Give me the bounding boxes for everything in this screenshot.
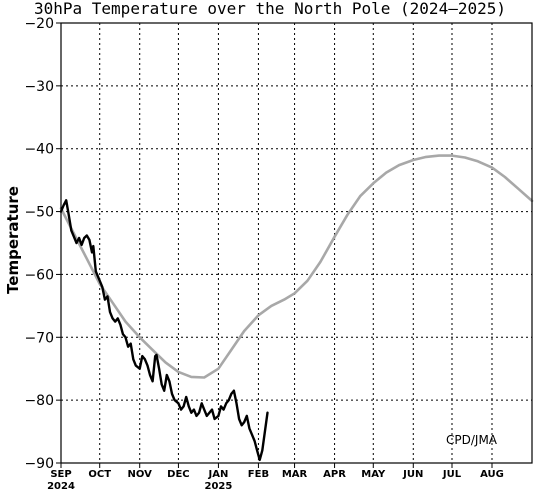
y-tick-label: −30 xyxy=(24,79,54,95)
x-year-label: 2025 xyxy=(205,481,233,492)
x-tick-label: APR xyxy=(323,469,346,480)
x-tick-label: AUG xyxy=(480,469,504,480)
x-tick-label: JUL xyxy=(442,469,462,480)
grid-lines xyxy=(61,23,532,463)
x-tick-label: MAY xyxy=(361,469,386,480)
y-tick-label: −40 xyxy=(24,142,54,158)
y-tick-label: −20 xyxy=(24,16,54,32)
x-year-label: 2024 xyxy=(47,481,75,492)
y-axis-label: Temperature xyxy=(4,186,22,294)
x-tick-label: DEC xyxy=(167,469,189,480)
x-tick-label: JUN xyxy=(402,469,423,480)
x-tick-label: FEB xyxy=(248,469,269,480)
observed-series-line xyxy=(59,199,269,462)
x-tick-label: NOV xyxy=(128,469,153,480)
plot-frame xyxy=(60,22,533,464)
credit-annotation: CPD/JMA xyxy=(446,433,498,447)
x-tick-label: MAR xyxy=(282,469,308,480)
climatology-series-line xyxy=(59,154,534,379)
x-tick-label: SEP xyxy=(50,469,71,480)
series-lines xyxy=(59,154,534,462)
y-tick-label: −50 xyxy=(24,205,54,221)
y-tick-label: −80 xyxy=(24,393,54,409)
y-tick-label: −70 xyxy=(24,330,54,346)
chart-title: 30hPa Temperature over the North Pole (2… xyxy=(34,0,506,18)
x-tick-label: JAN xyxy=(208,469,229,480)
y-axis: −90 −80 −70 −60 −50 −40 −30 −20 xyxy=(24,16,61,472)
y-tick-label: −90 xyxy=(24,456,54,472)
y-tick-label: −60 xyxy=(24,267,54,283)
x-tick-label: OCT xyxy=(88,469,111,480)
